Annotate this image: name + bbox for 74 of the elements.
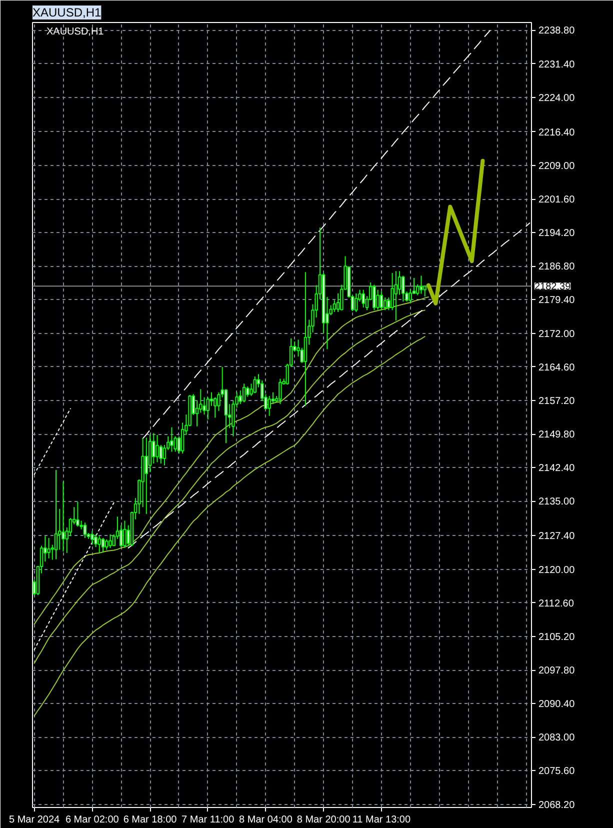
y-tick-label: 2179.40 bbox=[538, 295, 576, 306]
candlestick bbox=[376, 289, 380, 310]
y-tick-label: 2068.20 bbox=[538, 800, 576, 811]
y-tick-label: 2157.20 bbox=[538, 396, 576, 407]
line-series bbox=[142, 30, 490, 440]
y-tick-label: 2127.40 bbox=[538, 531, 576, 542]
x-tick-label: 8 Mar 20:00 bbox=[296, 814, 351, 826]
candlestick bbox=[383, 296, 387, 311]
candlestick bbox=[105, 538, 108, 550]
y-tick-label: 2105.20 bbox=[538, 632, 576, 643]
candlestick bbox=[394, 270, 398, 322]
candlestick bbox=[278, 378, 282, 405]
candlestick bbox=[83, 522, 87, 538]
candlestick bbox=[156, 434, 159, 463]
candlestick bbox=[123, 520, 126, 548]
candlestick bbox=[54, 469, 58, 560]
y-tick-label: 2090.40 bbox=[538, 699, 576, 710]
line-series bbox=[34, 336, 426, 716]
y-tick-label: 2135.00 bbox=[538, 496, 576, 508]
y-tick-label: 2083.00 bbox=[538, 732, 576, 744]
candlestick bbox=[271, 392, 275, 405]
y-tick-label: 2194.20 bbox=[538, 228, 576, 240]
candlestick bbox=[206, 396, 210, 420]
candlestick bbox=[423, 285, 426, 298]
candlestick bbox=[253, 376, 256, 394]
candlestick bbox=[242, 383, 246, 403]
candlestick bbox=[144, 437, 148, 514]
candlestick bbox=[47, 537, 50, 559]
candlestick bbox=[354, 292, 358, 312]
candlestick bbox=[152, 432, 156, 464]
y-tick-label: 2238.80 bbox=[538, 26, 576, 37]
candlestick bbox=[336, 292, 340, 312]
x-tick-label: 11 Mar 13:00 bbox=[352, 814, 411, 826]
candlestick bbox=[268, 395, 271, 416]
y-tick-label: 2120.00 bbox=[538, 564, 576, 576]
x-tick-label: 6 Mar 02:00 bbox=[65, 814, 120, 826]
candlestick bbox=[98, 536, 102, 554]
x-tick-label: 6 Mar 18:00 bbox=[123, 814, 178, 826]
y-tick-label: 2112.60 bbox=[538, 598, 574, 610]
x-tick-label: 5 Mar 2024 bbox=[9, 814, 60, 826]
candlestick bbox=[246, 386, 250, 398]
candlestick bbox=[101, 537, 105, 553]
candlestick bbox=[250, 383, 253, 396]
y-tick-label: 2142.40 bbox=[538, 463, 576, 474]
y-tick-label: 2172.00 bbox=[538, 328, 576, 340]
chart-subtitle: XAUUSD,H1 bbox=[46, 26, 104, 38]
candlestick bbox=[108, 534, 112, 548]
y-tick-label: 2097.80 bbox=[538, 666, 576, 677]
y-tick-label: 2201.60 bbox=[538, 194, 576, 206]
chart-title: XAUUSD,H1 bbox=[32, 6, 102, 20]
candlestick bbox=[408, 289, 412, 304]
candlestick bbox=[62, 481, 65, 552]
x-tick-label: 8 Mar 04:00 bbox=[239, 814, 293, 826]
line-series bbox=[426, 158, 485, 306]
candlestick bbox=[238, 390, 242, 405]
y-tick-label: 2216.40 bbox=[538, 127, 576, 138]
y-tick-label: 2075.60 bbox=[538, 766, 576, 778]
candlestick bbox=[90, 530, 94, 546]
candlestick bbox=[213, 396, 217, 418]
candlestick bbox=[332, 300, 336, 312]
y-tick-label: 2186.80 bbox=[538, 262, 576, 273]
y-tick-label: 2164.60 bbox=[538, 362, 576, 374]
x-tick-label: 7 Mar 11:00 bbox=[182, 814, 235, 826]
candlestick bbox=[380, 291, 384, 311]
candlestick bbox=[76, 501, 80, 528]
candlestick bbox=[372, 284, 376, 311]
y-tick-label: 2209.00 bbox=[538, 160, 576, 172]
candlestick bbox=[170, 426, 174, 452]
candlestick bbox=[362, 289, 365, 308]
y-tick-label: 2231.40 bbox=[538, 59, 576, 70]
y-tick-label: 2149.80 bbox=[538, 430, 576, 441]
y-tick-label: 2224.00 bbox=[538, 92, 576, 104]
candlestick bbox=[420, 275, 423, 294]
candlestick bbox=[402, 275, 405, 302]
